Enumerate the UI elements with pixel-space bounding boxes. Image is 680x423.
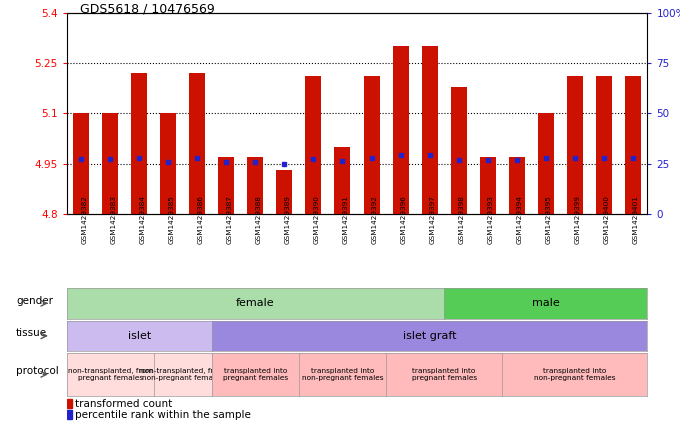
Text: GSM1429382: GSM1429382 — [81, 195, 87, 244]
Bar — [451, 87, 466, 214]
Text: GSM1429384: GSM1429384 — [139, 195, 146, 244]
Text: transplanted into
non-pregnant females: transplanted into non-pregnant females — [534, 368, 615, 381]
Text: GSM1429396: GSM1429396 — [401, 195, 407, 244]
Text: GSM1429400: GSM1429400 — [604, 195, 610, 244]
Bar — [102, 113, 118, 214]
Text: protocol: protocol — [16, 366, 59, 376]
Bar — [189, 73, 205, 214]
Bar — [160, 113, 176, 214]
Text: transplanted into
pregnant females: transplanted into pregnant females — [223, 368, 288, 381]
Text: GSM1429395: GSM1429395 — [546, 195, 551, 244]
Text: GSM1429387: GSM1429387 — [226, 195, 233, 244]
Text: non-transplanted, from
pregnant females: non-transplanted, from pregnant females — [67, 368, 153, 381]
Bar — [422, 46, 437, 214]
Text: GDS5618 / 10476569: GDS5618 / 10476569 — [80, 2, 215, 15]
Text: GSM1429399: GSM1429399 — [575, 195, 581, 244]
Text: GSM1429398: GSM1429398 — [458, 195, 464, 244]
Text: GSM1429390: GSM1429390 — [313, 195, 320, 244]
Text: non-transplanted, from
non-pregnant females: non-transplanted, from non-pregnant fema… — [140, 368, 225, 381]
Bar — [509, 157, 525, 214]
Text: GSM1429388: GSM1429388 — [256, 195, 261, 244]
Text: GSM1429393: GSM1429393 — [488, 195, 494, 244]
Bar — [131, 73, 147, 214]
Text: islet graft: islet graft — [403, 331, 456, 341]
Bar — [67, 410, 72, 419]
Text: tissue: tissue — [16, 328, 48, 338]
Text: GSM1429394: GSM1429394 — [517, 195, 523, 244]
Text: female: female — [236, 298, 275, 308]
Text: islet: islet — [128, 331, 151, 341]
Bar — [248, 157, 263, 214]
Bar — [479, 157, 496, 214]
Bar — [73, 113, 89, 214]
Bar — [67, 399, 72, 408]
Bar — [392, 46, 409, 214]
Text: percentile rank within the sample: percentile rank within the sample — [75, 410, 251, 420]
Text: GSM1429392: GSM1429392 — [371, 195, 377, 244]
Bar — [218, 157, 235, 214]
Text: transplanted into
non-pregnant females: transplanted into non-pregnant females — [302, 368, 384, 381]
Bar — [277, 170, 292, 214]
Text: GSM1429385: GSM1429385 — [168, 195, 174, 244]
Text: GSM1429397: GSM1429397 — [430, 195, 436, 244]
Text: GSM1429389: GSM1429389 — [284, 195, 290, 244]
Bar — [567, 77, 583, 214]
Bar — [305, 77, 322, 214]
Text: male: male — [532, 298, 560, 308]
Text: gender: gender — [16, 296, 53, 306]
Text: GSM1429391: GSM1429391 — [343, 195, 348, 244]
Bar — [596, 77, 612, 214]
Text: GSM1429401: GSM1429401 — [633, 195, 639, 244]
Text: GSM1429383: GSM1429383 — [110, 195, 116, 244]
Bar — [538, 113, 554, 214]
Text: transplanted into
pregnant females: transplanted into pregnant females — [411, 368, 477, 381]
Bar — [625, 77, 641, 214]
Text: transformed count: transformed count — [75, 399, 172, 409]
Bar — [335, 147, 350, 214]
Text: GSM1429386: GSM1429386 — [197, 195, 203, 244]
Bar — [364, 77, 379, 214]
